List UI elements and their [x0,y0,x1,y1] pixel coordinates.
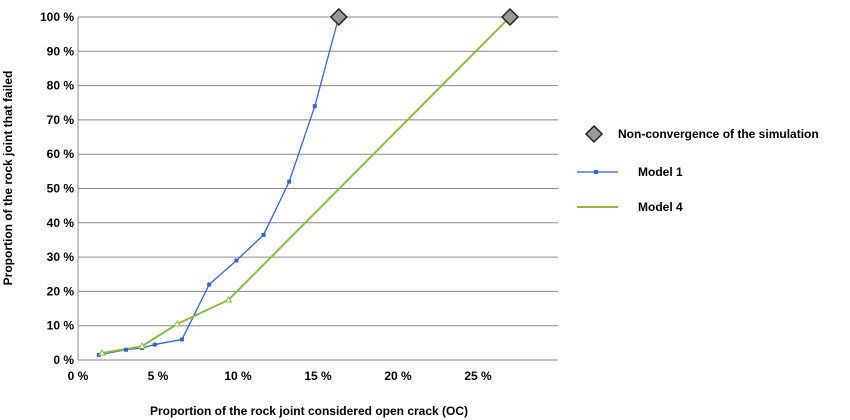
y-tick-label: 10 % [47,319,75,333]
data-point [173,320,182,327]
y-tick-label: 80 % [47,79,75,93]
y-tick-label: 50 % [47,182,75,196]
y-tick-label: 20 % [47,284,75,298]
data-point [287,179,292,184]
grid-lines [78,16,558,327]
legend: Non-convergence of the simulation Model 1… [577,124,819,214]
y-tick-label: 0 % [53,353,74,367]
data-point [261,232,266,237]
data-point [98,349,106,356]
legend-marker-non-convergence [584,124,604,144]
x-axis-title: Proportion of the rock joint considered … [150,404,468,418]
data-point [124,347,128,352]
y-tick-label: 70 % [47,113,75,127]
data-point [234,258,239,263]
x-tick-label: 15 % [304,369,332,383]
non-convergence-point [329,7,348,27]
axes: 0 % 10 % 20 % 30 % 40 % 50 % 60 % 70 % 80 % 90 % 1… [40,10,558,383]
x-tick-label: 20 % [384,369,412,383]
y-tick-label: 100 % [40,10,74,24]
data-point [180,337,184,342]
y-tick-label: 60 % [47,147,75,161]
legend-label-model-4: Model 4 [638,200,683,214]
y-tick-label: 90 % [47,44,75,58]
non-convergence-point [500,7,520,27]
y-tick-label: 40 % [47,216,75,230]
legend-label-model-1: Model 1 [638,165,683,179]
y-tick-label: 30 % [47,250,75,264]
legend-label-non-convergence: Non-convergence of the simulation [618,127,819,141]
x-tick-label: 10 % [224,369,252,383]
data-point [312,104,317,109]
x-tick-label: 0 % [68,369,89,383]
x-tick-label: 25 % [464,369,492,383]
y-axis-title: Proportion of the rock joint that failed [1,71,15,286]
legend-marker-model-1 [594,170,598,174]
series-layer [96,7,520,357]
series-line-2 [101,16,511,355]
data-point [152,342,157,347]
data-point [224,296,233,303]
data-point [207,282,212,287]
data-point [138,342,146,349]
x-tick-label: 5 % [148,369,169,383]
